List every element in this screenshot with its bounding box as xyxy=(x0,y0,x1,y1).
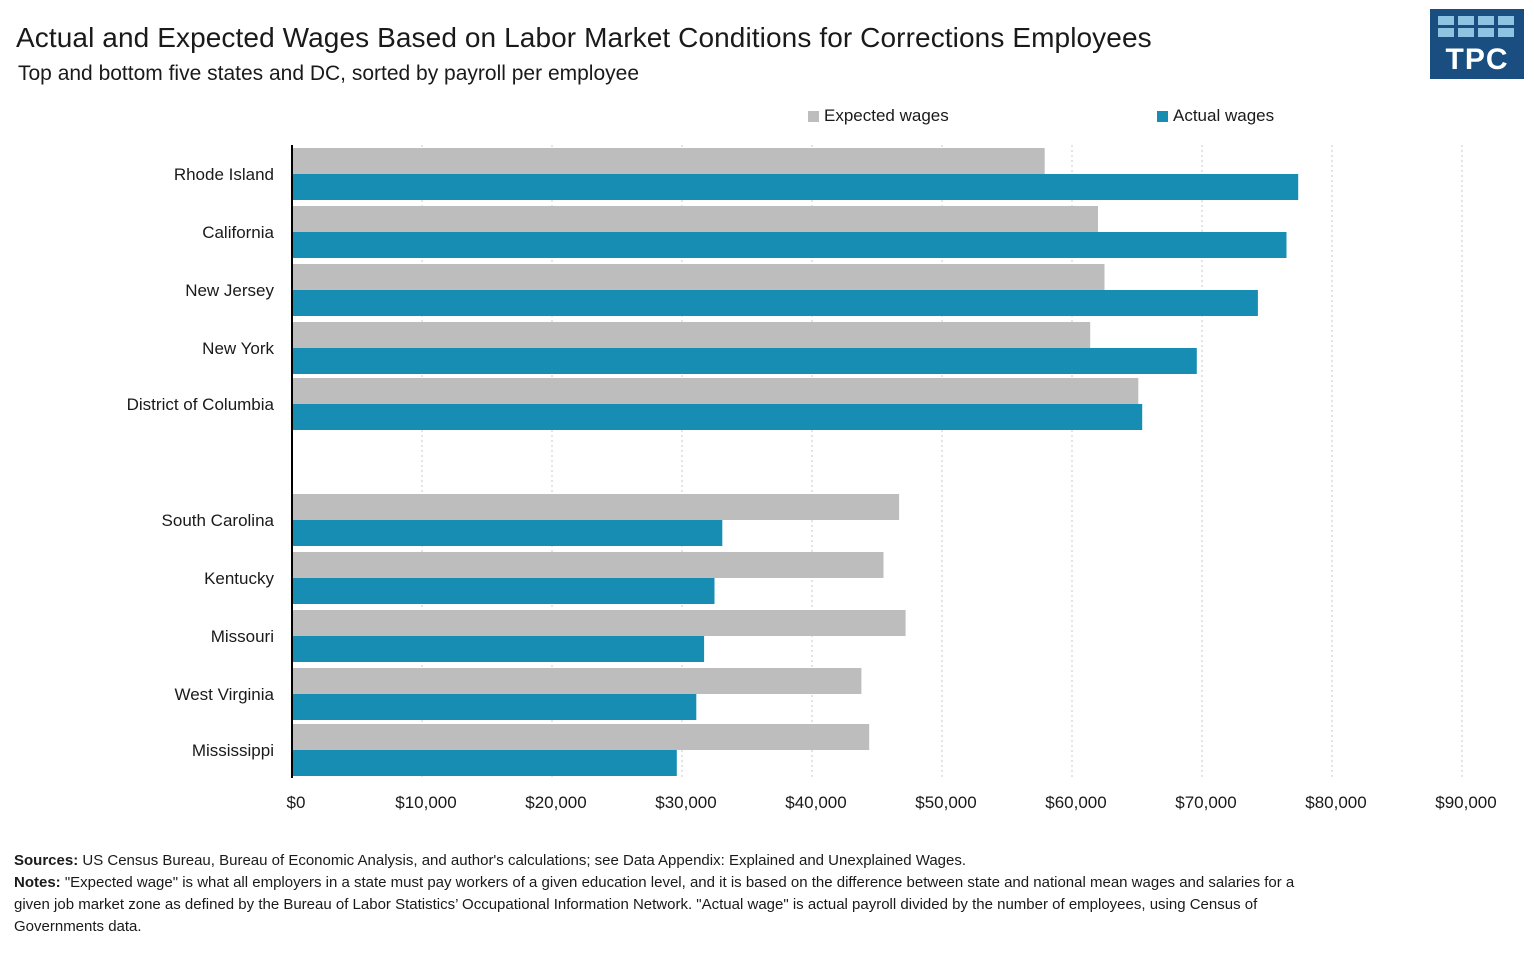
x-tick-label-8: $80,000 xyxy=(1305,793,1366,812)
category-label-6: Kentucky xyxy=(204,569,274,588)
bar-chart: $0 $10,000 $20,000 $30,000 $40,000 $50,000 $60… xyxy=(127,145,1497,812)
category-label-8: West Virginia xyxy=(174,685,274,704)
notes-label: Notes: xyxy=(14,874,61,891)
category-label-3: New York xyxy=(202,339,274,358)
bar-expected-7 xyxy=(292,610,906,636)
bar-actual-5 xyxy=(292,520,723,546)
sources-label: Sources: xyxy=(14,852,79,869)
category-label-5: South Carolina xyxy=(162,511,275,530)
category-label-9: Mississippi xyxy=(192,741,274,760)
bar-expected-4 xyxy=(292,378,1139,404)
bar-expected-1 xyxy=(292,206,1098,232)
bar-actual-1 xyxy=(292,232,1287,258)
bar-expected-9 xyxy=(292,724,870,750)
bar-expected-2 xyxy=(292,264,1105,290)
bar-actual-4 xyxy=(292,404,1143,430)
x-tick-label-2: $20,000 xyxy=(525,793,586,812)
category-label-1: California xyxy=(202,223,274,242)
notes-text: "Expected wage" is what all employers in… xyxy=(14,874,1295,935)
legend-label-expected: Expected wages xyxy=(824,106,949,125)
x-tick-label-5: $50,000 xyxy=(915,793,976,812)
bar-actual-6 xyxy=(292,578,715,604)
sources-note: Sources: US Census Bureau, Bureau of Eco… xyxy=(14,850,1334,872)
x-tick-label-1: $10,000 xyxy=(395,793,456,812)
bar-actual-0 xyxy=(292,174,1299,200)
x-tick-label-0: $0 xyxy=(287,793,306,812)
bar-expected-6 xyxy=(292,552,884,578)
tpc-logo: TPC xyxy=(1430,9,1524,79)
bar-expected-8 xyxy=(292,668,862,694)
legend-swatch-expected xyxy=(808,110,819,122)
bar-actual-8 xyxy=(292,694,697,720)
legend-item-expected: Expected wages xyxy=(808,106,949,126)
category-label-0: Rhode Island xyxy=(174,165,274,184)
category-label-4: District of Columbia xyxy=(127,395,275,414)
legend-swatch-actual xyxy=(1157,110,1168,122)
sources-text: US Census Bureau, Bureau of Economic Ana… xyxy=(78,852,967,869)
bar-expected-0 xyxy=(292,148,1045,174)
category-label-7: Missouri xyxy=(211,627,274,646)
bar-expected-5 xyxy=(292,494,900,520)
chart-subtitle: Top and bottom five states and DC, sorte… xyxy=(18,62,639,85)
legend-item-actual: Actual wages xyxy=(1157,106,1274,126)
x-tick-label-9: $90,000 xyxy=(1435,793,1496,812)
notes-note: Notes: "Expected wage" is what all emplo… xyxy=(14,872,1334,938)
footer: Sources: US Census Bureau, Bureau of Eco… xyxy=(14,850,1334,938)
x-tick-label-3: $30,000 xyxy=(655,793,716,812)
logo-text: TPC xyxy=(1445,43,1509,76)
bar-expected-3 xyxy=(292,322,1091,348)
x-tick-label-4: $40,000 xyxy=(785,793,846,812)
bar-actual-7 xyxy=(292,636,705,662)
logo-grid-icon xyxy=(1438,16,1516,40)
x-tick-label-7: $70,000 xyxy=(1175,793,1236,812)
legend-label-actual: Actual wages xyxy=(1173,106,1275,125)
bar-actual-9 xyxy=(292,750,677,776)
category-label-2: New Jersey xyxy=(185,281,274,300)
bar-actual-2 xyxy=(292,290,1258,316)
bar-actual-3 xyxy=(292,348,1197,374)
chart-title: Actual and Expected Wages Based on Labor… xyxy=(16,22,1152,53)
x-tick-label-6: $60,000 xyxy=(1045,793,1106,812)
